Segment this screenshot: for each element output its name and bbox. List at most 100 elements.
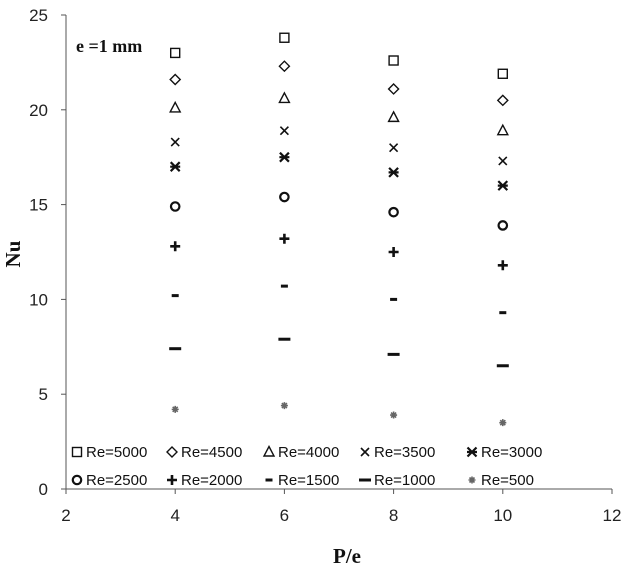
legend-marker: [359, 478, 371, 482]
legend-label: Re=1000: [374, 472, 435, 489]
data-point: [390, 411, 398, 419]
legend-marker: [166, 446, 178, 458]
data-point: [280, 402, 288, 410]
y-axis-title: Nu: [1, 240, 25, 267]
legend-entry: Re=3000: [466, 444, 542, 461]
series-re-5000: [169, 32, 508, 79]
legend-label: Re=4500: [181, 444, 242, 461]
data-point: [169, 161, 181, 172]
y-tick-label: 20: [29, 101, 48, 120]
tick-labels: 2 4 6 8 10 12 0 5 10 15 20 25: [29, 6, 621, 525]
legend-label: Re=3500: [374, 444, 435, 461]
data-point: [169, 47, 181, 59]
series-re-2500: [169, 191, 509, 231]
data-point: [387, 82, 400, 95]
data-point: [169, 100, 182, 113]
data-point: [171, 294, 179, 298]
series-re-2000: [170, 233, 508, 271]
x-tick-label: 6: [280, 506, 289, 525]
legend-marker: [71, 474, 83, 486]
data-point: [388, 55, 399, 66]
series-re-3000: [169, 151, 509, 191]
y-tick-label: 10: [29, 290, 48, 309]
legend-entry: Re=3500: [360, 444, 435, 461]
data-point: [387, 352, 400, 356]
x-tick-label: 8: [389, 506, 398, 525]
legend-label: Re=2000: [181, 472, 242, 489]
legend-marker: [262, 444, 276, 457]
legend-entry: Re=1000: [359, 472, 435, 489]
y-tick-label: 5: [39, 385, 48, 404]
data-point: [389, 143, 399, 153]
legend-label: Re=4000: [278, 444, 339, 461]
legend-label: Re=2500: [86, 472, 147, 489]
legend-entry: Re=1500: [265, 472, 339, 489]
legend: Re=5000 Re=4500 Re=4000 Re=3500 Re=3000 Re=25…: [71, 444, 542, 489]
x-tick-label: 12: [603, 506, 622, 525]
data-point: [280, 284, 288, 288]
series-re-4000: [169, 91, 509, 136]
data-point: [279, 233, 290, 244]
data-point: [170, 241, 181, 252]
data-point: [499, 419, 507, 427]
data-point: [171, 405, 179, 413]
data-point: [169, 201, 181, 212]
legend-marker: [71, 446, 83, 458]
y-tick-label: 15: [29, 196, 48, 215]
data-point: [278, 337, 291, 341]
legend-label: Re=3000: [481, 444, 542, 461]
data-point: [169, 347, 182, 351]
data-point: [278, 91, 291, 104]
series-re-3500: [170, 126, 508, 166]
legend-entry: Re=5000: [71, 444, 147, 461]
legend-marker: [466, 446, 478, 458]
data-point: [497, 260, 508, 271]
data-point: [278, 60, 291, 73]
data-point: [390, 297, 398, 301]
x-tick-label: 10: [493, 506, 512, 525]
legend-entry: Re=500: [468, 472, 534, 489]
data-points: [169, 32, 509, 427]
data-point: [497, 220, 509, 231]
legend-label: Re=500: [481, 472, 534, 489]
axes: [61, 14, 613, 494]
y-tick-label: 25: [29, 6, 48, 25]
data-point: [387, 110, 400, 123]
data-point: [498, 156, 508, 166]
legend-entry: Re=4500: [166, 444, 242, 461]
legend-entry: Re=2000: [167, 472, 242, 489]
series-re-500: [171, 402, 507, 427]
data-point: [496, 94, 509, 107]
legend-entry: Re=2500: [71, 472, 147, 489]
data-point: [499, 311, 507, 315]
data-point: [169, 73, 182, 86]
legend-label: Re=5000: [86, 444, 147, 461]
data-point: [497, 180, 509, 191]
data-point: [388, 167, 399, 178]
legend-marker: [167, 475, 177, 485]
legend-label: Re=1500: [278, 472, 339, 489]
legend-entry: Re=4000: [262, 444, 339, 461]
data-point: [388, 247, 399, 257]
y-tick-label: 0: [39, 480, 48, 499]
data-point: [496, 123, 509, 136]
data-point: [279, 126, 289, 136]
series-re-1000: [169, 337, 509, 368]
data-point: [279, 32, 290, 43]
legend-marker: [360, 447, 370, 457]
data-point: [388, 206, 399, 218]
data-point: [279, 191, 290, 203]
data-point: [170, 137, 180, 147]
series-re-4500: [169, 60, 509, 107]
legend-marker: [468, 476, 476, 484]
series-re-1500: [171, 284, 507, 315]
data-point: [497, 68, 508, 79]
x-tick-label: 2: [61, 506, 70, 525]
legend-marker: [265, 478, 273, 482]
data-point: [279, 151, 290, 163]
chart-annotation: e =1 mm: [76, 36, 142, 56]
x-tick-label: 4: [170, 506, 179, 525]
x-axis-title: P/e: [333, 544, 361, 568]
data-point: [496, 364, 509, 368]
